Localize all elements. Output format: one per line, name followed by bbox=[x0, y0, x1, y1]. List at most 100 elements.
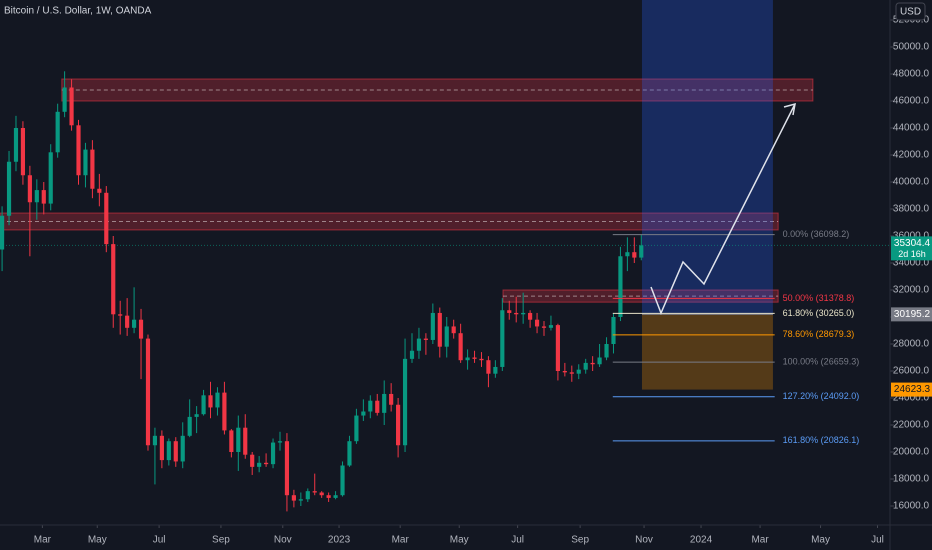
candle-body bbox=[583, 362, 588, 370]
x-tick-label: May bbox=[811, 535, 830, 546]
y-tick-label: 42000.0 bbox=[893, 150, 930, 161]
candle-body bbox=[597, 357, 602, 365]
y-tick-label: 50000.0 bbox=[893, 42, 930, 53]
resistance-zone bbox=[0, 212, 779, 231]
y-tick-label: 32000.0 bbox=[893, 285, 930, 296]
candle-body bbox=[41, 190, 46, 204]
candle-body bbox=[76, 125, 81, 176]
candle-body bbox=[534, 319, 540, 327]
candle-body bbox=[347, 441, 352, 466]
candle-body bbox=[368, 400, 373, 412]
fib-label: 50.00% (31378.8) bbox=[783, 293, 855, 303]
candle-body bbox=[437, 312, 442, 347]
candle-body bbox=[132, 319, 137, 328]
candle-body bbox=[125, 315, 130, 328]
entry-price-label: 30195.2 bbox=[894, 309, 931, 320]
candle-body bbox=[104, 192, 109, 245]
candle-body bbox=[340, 465, 345, 496]
candle-body bbox=[277, 441, 283, 443]
candle-body bbox=[264, 462, 269, 465]
y-tick-label: 18000.0 bbox=[893, 474, 930, 485]
candle-body bbox=[270, 442, 276, 465]
candle-body bbox=[611, 317, 616, 345]
candle-body bbox=[500, 310, 505, 367]
y-tick-label: 40000.0 bbox=[893, 177, 930, 188]
candle-body bbox=[521, 312, 526, 315]
candle-body bbox=[20, 127, 26, 176]
entry-price-box bbox=[891, 307, 932, 322]
candle-body bbox=[361, 411, 366, 416]
candle-body bbox=[201, 395, 206, 415]
candle-body bbox=[180, 435, 185, 462]
fib-label: 127.20% (24092.0) bbox=[783, 391, 860, 401]
candle-body bbox=[173, 441, 178, 462]
candle-body bbox=[187, 416, 192, 436]
candle-body bbox=[319, 492, 324, 496]
candle-body bbox=[97, 188, 102, 193]
y-tick-label: 34000.0 bbox=[893, 258, 930, 269]
candle-body bbox=[569, 372, 574, 374]
candle-body bbox=[166, 441, 171, 461]
candle-body bbox=[34, 190, 39, 203]
x-tick-label: 2024 bbox=[690, 535, 713, 546]
candle-body bbox=[528, 312, 533, 320]
candle-body bbox=[548, 325, 554, 328]
candle-body bbox=[305, 491, 310, 500]
candle-body bbox=[639, 245, 644, 258]
candle-body bbox=[83, 149, 88, 176]
last-price-label: 35304.4 bbox=[894, 238, 931, 249]
candle-body bbox=[90, 149, 95, 189]
candle-body bbox=[138, 319, 144, 339]
candle-body bbox=[618, 256, 623, 318]
x-tick-label: Mar bbox=[751, 535, 769, 546]
candle-body bbox=[604, 344, 609, 358]
y-tick-label: 44000.0 bbox=[893, 123, 930, 134]
currency-label[interactable]: USD bbox=[900, 7, 921, 18]
candle-body bbox=[55, 111, 60, 153]
candle-body bbox=[458, 333, 463, 361]
x-tick-label: 2023 bbox=[328, 535, 351, 546]
y-tick-label: 28000.0 bbox=[893, 339, 930, 350]
candle-body bbox=[444, 326, 449, 347]
candle-body bbox=[6, 161, 12, 216]
candle-body bbox=[409, 350, 415, 359]
candle-body bbox=[423, 338, 428, 340]
candle-body bbox=[416, 338, 422, 351]
candle-body bbox=[145, 338, 151, 446]
x-tick-label: Jul bbox=[511, 535, 524, 546]
candle-body bbox=[159, 435, 164, 461]
fib-label: 78.60% (28679.3) bbox=[783, 329, 855, 339]
candle-body bbox=[389, 393, 394, 405]
x-tick-label: Jul bbox=[153, 535, 166, 546]
candle-body bbox=[333, 495, 338, 498]
candle-body bbox=[541, 326, 547, 328]
x-tick-label: Sep bbox=[212, 535, 230, 546]
candle-body bbox=[514, 312, 519, 315]
candle-body bbox=[375, 400, 380, 413]
candle-body bbox=[298, 499, 303, 501]
candle-body bbox=[27, 175, 32, 203]
candle-body bbox=[507, 310, 512, 313]
candle-body bbox=[152, 435, 158, 446]
candle-body bbox=[479, 358, 484, 361]
projection-path bbox=[650, 103, 796, 315]
candle-body bbox=[590, 362, 595, 365]
candle-body bbox=[250, 454, 255, 467]
x-tick-label: May bbox=[88, 535, 107, 546]
candle-body bbox=[0, 215, 5, 250]
candle-body bbox=[625, 252, 630, 257]
y-tick-label: 24000.0 bbox=[893, 393, 930, 404]
x-tick-label: May bbox=[450, 535, 469, 546]
candle-body bbox=[111, 244, 116, 315]
currency-button[interactable] bbox=[895, 2, 926, 21]
candle-body bbox=[236, 427, 241, 453]
countdown-label: 2d 16h bbox=[898, 249, 926, 259]
candle-body bbox=[382, 393, 387, 413]
fib-label: 61.80% (30265.0) bbox=[783, 308, 855, 318]
candle-body bbox=[208, 395, 213, 408]
y-tick-label: 48000.0 bbox=[893, 69, 930, 80]
candle-body bbox=[396, 404, 401, 446]
x-tick-label: Nov bbox=[635, 535, 653, 546]
y-tick-label: 20000.0 bbox=[893, 447, 930, 458]
fib-label: 161.80% (20826.1) bbox=[783, 435, 860, 445]
